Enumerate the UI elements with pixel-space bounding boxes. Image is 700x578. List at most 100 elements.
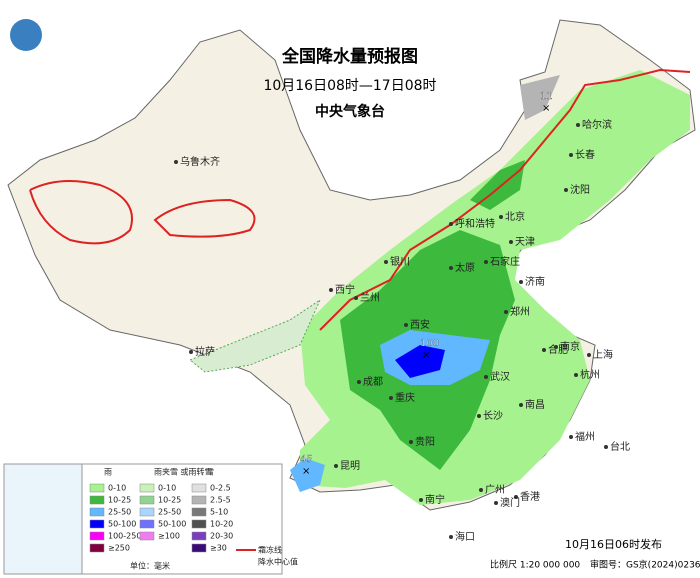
city-label: 合肥: [548, 343, 568, 356]
city-label: 兰州: [360, 291, 380, 304]
city-dot: [354, 296, 358, 300]
inset-map: [3, 463, 83, 575]
legend-label: 0-10: [158, 484, 176, 493]
city-dot: [554, 345, 558, 349]
legend-swatch: [139, 483, 155, 493]
center-value: 100: [420, 338, 439, 349]
legend-label: 25-50: [108, 508, 131, 517]
city-label: 重庆: [395, 391, 415, 404]
city-label: 长沙: [483, 410, 503, 422]
legend-swatch: [89, 495, 105, 505]
city-dot: [542, 348, 546, 352]
city-label: 武汉: [490, 370, 510, 383]
city-dot: [384, 260, 388, 264]
legend-swatch: [89, 543, 105, 553]
city-dot: [329, 288, 333, 292]
legend-swatch: [89, 519, 105, 529]
city-dot: [604, 445, 608, 449]
city-label: 杭州: [580, 368, 600, 381]
city-label: 西宁: [335, 283, 355, 296]
center-mark: ×: [422, 350, 430, 361]
city-label: 北京: [505, 210, 525, 223]
city-dot: [484, 375, 488, 379]
city-dot: [504, 310, 508, 314]
city-label: 长春: [575, 149, 595, 161]
issued: 10月16日06时发布: [565, 537, 662, 551]
city-dot: [449, 222, 453, 226]
city-dot: [564, 188, 568, 192]
legend-heading: 雪: [206, 468, 214, 477]
city-dot: [587, 353, 591, 357]
city-label: 福州: [575, 430, 595, 443]
city-label: 澳门: [500, 496, 520, 509]
legend-frost: 霜冻线: [258, 545, 282, 555]
city-label: 哈尔滨: [582, 118, 612, 131]
city-label: 上海: [593, 348, 613, 361]
city-dot: [569, 435, 573, 439]
city-dot: [404, 323, 408, 327]
city-dot: [449, 535, 453, 539]
city-dot: [389, 396, 393, 400]
city-dot: [479, 488, 483, 492]
legend-unit: 单位：毫米: [130, 561, 170, 571]
logo: [10, 19, 42, 51]
rain-moderate: [470, 160, 525, 210]
city-label: 南宁: [425, 493, 445, 506]
frost-line: [319, 68, 691, 331]
city-dot: [449, 266, 453, 270]
city-label: 南昌: [525, 398, 545, 411]
legend-box: [81, 463, 283, 575]
city-dot: [499, 215, 503, 219]
city-label: 呼和浩特: [455, 218, 495, 230]
center-value: 45: [300, 454, 313, 465]
legend-swatch: [139, 519, 155, 529]
rain-storm: [395, 345, 445, 378]
center-value: 11: [540, 91, 553, 102]
city-dot: [334, 464, 338, 468]
legend-heading: 雨: [104, 468, 112, 477]
city-label: 西安: [410, 318, 430, 331]
legend-label: 25-50: [158, 508, 181, 517]
city-label: 成都: [363, 376, 383, 388]
frost-line: [153, 198, 256, 238]
city-dot: [509, 240, 513, 244]
agency: 中央气象台: [315, 103, 385, 120]
city-dot: [576, 123, 580, 127]
city-label: 香港: [520, 491, 540, 503]
city-dot: [357, 380, 361, 384]
legend-swatch: [139, 531, 155, 541]
legend-label: 2.5-5: [210, 496, 231, 505]
legend-label: 5-10: [210, 508, 228, 517]
city-label: 南京: [560, 340, 580, 353]
frost-line: [29, 180, 133, 245]
city-dot: [514, 495, 518, 499]
legend-label: 10-20: [210, 520, 233, 529]
city-label: 贵阳: [415, 435, 435, 448]
city-dot: [569, 153, 573, 157]
legend-swatch: [191, 531, 207, 541]
legend-swatch: [191, 543, 207, 553]
rain-heavy: [290, 458, 325, 492]
legend-swatch: [191, 495, 207, 505]
city-label: 昆明: [340, 460, 360, 472]
legend-swatch: [89, 531, 105, 541]
city-dot: [174, 160, 178, 164]
legend-swatch: [191, 519, 207, 529]
legend-label: 0-10: [108, 484, 126, 493]
legend-heading: 雨夹雪 或雨转雪: [154, 467, 213, 477]
city-dot: [419, 498, 423, 502]
city-dot: [519, 403, 523, 407]
legend-swatch: [89, 507, 105, 517]
city-label: 天津: [515, 236, 535, 248]
period: 10月16日08时—17日08时: [263, 78, 436, 94]
legend-center: 降水中心值: [258, 557, 298, 567]
legend-label: 20-30: [210, 532, 233, 541]
city-label: 沈阳: [570, 183, 590, 196]
city-label: 乌鲁木齐: [180, 155, 220, 168]
legend-label: 10-25: [158, 496, 181, 505]
city-dot: [519, 280, 523, 284]
legend-swatch: [139, 495, 155, 505]
legend-label: 50-100: [158, 520, 186, 529]
snow-area: [520, 75, 560, 120]
